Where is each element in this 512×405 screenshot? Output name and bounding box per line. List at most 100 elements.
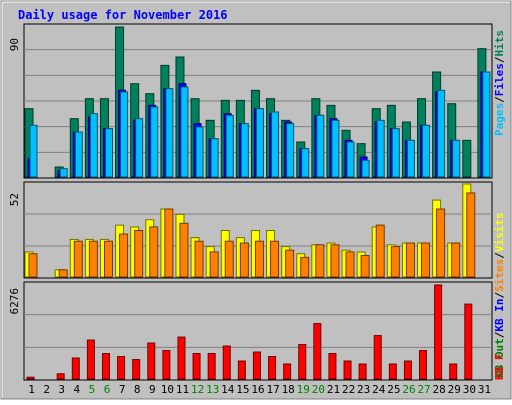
sites-bar bbox=[451, 242, 461, 278]
sites-bar bbox=[239, 242, 249, 278]
sites-bar bbox=[436, 208, 446, 278]
sites-bar bbox=[58, 269, 68, 278]
x-axis-label: 26 bbox=[402, 383, 415, 396]
x-axis-label: 5 bbox=[89, 383, 96, 396]
x-axis-label: 27 bbox=[417, 383, 430, 396]
pages-bar bbox=[195, 126, 204, 178]
x-axis-label: 1 bbox=[28, 383, 35, 396]
sites-bar bbox=[119, 233, 129, 278]
legend-entry: / bbox=[493, 252, 506, 259]
x-axis-label: 11 bbox=[176, 383, 189, 396]
legend-entry: Visits bbox=[493, 212, 506, 252]
legend-hits-files-pages: Pages/Files/Hits bbox=[493, 30, 506, 136]
kbytes-bar bbox=[71, 357, 80, 380]
x-axis-label: 3 bbox=[58, 383, 65, 396]
legend-entry: Sites bbox=[493, 259, 506, 292]
sites-bar bbox=[345, 251, 355, 278]
kbytes-bar bbox=[101, 353, 110, 380]
x-axis-label: 8 bbox=[134, 383, 141, 396]
x-axis-label: 17 bbox=[266, 383, 279, 396]
x-axis-label: 7 bbox=[119, 383, 126, 396]
kbytes-bar bbox=[86, 339, 95, 380]
pages-bar bbox=[120, 91, 129, 178]
x-axis-label: 15 bbox=[236, 383, 249, 396]
legend-text: KB Out/KB In/Sites/Visits bbox=[493, 212, 506, 378]
kbytes-bar bbox=[117, 356, 126, 380]
panel-kbytes bbox=[23, 281, 493, 381]
x-axis-label: 14 bbox=[221, 383, 235, 396]
x-axis-label: 31 bbox=[478, 383, 491, 396]
kbytes-bar bbox=[403, 360, 412, 380]
sites-bar bbox=[149, 226, 159, 278]
sites-bar bbox=[28, 253, 38, 278]
sites-bar bbox=[330, 244, 340, 278]
x-axis-label: 24 bbox=[372, 383, 386, 396]
sites-bar bbox=[405, 242, 415, 278]
pages-bar bbox=[437, 89, 446, 178]
sites-bar bbox=[209, 251, 219, 278]
sites-bar bbox=[194, 240, 204, 278]
sites-bar bbox=[179, 222, 189, 278]
legend-text: KB F bbox=[493, 354, 506, 381]
pages-bar bbox=[29, 124, 38, 178]
x-axis-label: 12 bbox=[191, 383, 204, 396]
x-axis-label: 22 bbox=[342, 383, 355, 396]
legend-visits-sites: KB Out/KB In/Sites/Visits bbox=[493, 212, 506, 378]
panel-visits-sites bbox=[23, 181, 493, 279]
pages-bar bbox=[422, 124, 431, 178]
kbytes-bar bbox=[328, 353, 337, 380]
hits-bar bbox=[462, 139, 472, 178]
legend-kbytes: KB F bbox=[493, 354, 506, 381]
kbytes-bar bbox=[56, 373, 65, 380]
sites-bar bbox=[285, 249, 295, 278]
legend-entry: KB In bbox=[493, 299, 506, 332]
kbytes-bar bbox=[283, 363, 292, 380]
pages-bar bbox=[316, 114, 325, 178]
kbytes-bar bbox=[419, 350, 428, 380]
kbytes-bar bbox=[177, 336, 186, 380]
pages-bar bbox=[150, 106, 159, 178]
pages-bar bbox=[135, 118, 144, 178]
sites-bar bbox=[375, 224, 385, 278]
x-axis-label: 20 bbox=[312, 383, 325, 396]
kbytes-bar bbox=[388, 363, 397, 380]
pages-bar bbox=[482, 71, 491, 178]
kbytes-bar bbox=[237, 360, 246, 380]
x-axis-label: 10 bbox=[161, 383, 174, 396]
kbytes-bar bbox=[373, 335, 382, 380]
kbytes-bar bbox=[192, 353, 201, 380]
kbytes-bar bbox=[147, 342, 156, 380]
kbytes-bar bbox=[434, 284, 443, 380]
x-axis-label: 25 bbox=[387, 383, 400, 396]
pages-bar bbox=[286, 123, 295, 178]
pages-bar bbox=[165, 88, 174, 178]
x-axis-label: 23 bbox=[357, 383, 370, 396]
x-axis-label: 2 bbox=[43, 383, 50, 396]
pages-bar bbox=[240, 123, 249, 178]
kbytes-bar bbox=[162, 350, 171, 380]
pages-bar bbox=[346, 141, 355, 178]
sites-bar bbox=[224, 240, 234, 278]
sites-bar bbox=[254, 240, 264, 278]
pages-bar bbox=[89, 113, 98, 178]
legend-entry: / bbox=[493, 56, 506, 63]
pages-bar bbox=[452, 139, 461, 178]
kbytes-bar bbox=[358, 363, 367, 380]
sites-bar bbox=[315, 244, 325, 278]
kbytes-bar bbox=[252, 351, 261, 380]
x-axis-label: 9 bbox=[149, 383, 156, 396]
x-axis-label: 29 bbox=[448, 383, 461, 396]
pages-bar bbox=[74, 131, 83, 178]
x-axis-label: 18 bbox=[282, 383, 295, 396]
kbytes-bar bbox=[298, 344, 307, 380]
x-axis-label: 28 bbox=[433, 383, 446, 396]
sites-bar bbox=[134, 230, 144, 278]
sites-bar bbox=[360, 255, 370, 278]
legend-entry: Pages bbox=[493, 103, 506, 136]
sites-bar bbox=[421, 242, 431, 278]
x-axis-label: 6 bbox=[104, 383, 111, 396]
kbytes-bar bbox=[26, 376, 35, 380]
x-axis-label: 30 bbox=[463, 383, 476, 396]
